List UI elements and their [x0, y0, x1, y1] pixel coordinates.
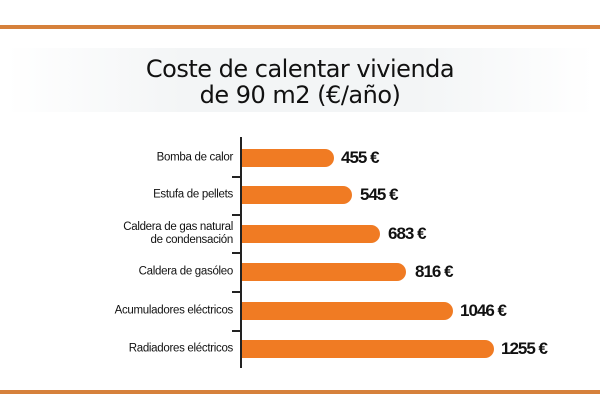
title-box: Coste de calentar vivienda de 90 m2 (€/a… [6, 48, 594, 112]
bottom-rule [0, 390, 600, 394]
value-label: 816 € [415, 262, 454, 281]
bar-row: Acumuladores eléctricos 1046 € [0, 301, 600, 320]
category-label: Bomba de calor [156, 151, 234, 164]
value-label: 1255 € [501, 339, 548, 358]
bar [242, 302, 453, 320]
y-axis-tick [232, 330, 241, 332]
category-label-line-2: de condensación [150, 234, 234, 246]
bar [242, 340, 494, 358]
y-axis-tick [232, 291, 241, 293]
bar-row: Bomba de calor 455 € [0, 148, 600, 167]
y-axis-tick [232, 176, 241, 178]
y-axis-tick [232, 214, 241, 216]
chart-title-line-2: de 90 m2 (€/año) [199, 81, 401, 109]
top-rule [0, 25, 600, 29]
chart-title: Coste de calentar vivienda de 90 m2 (€/a… [6, 48, 594, 108]
bar-row: Caldera de gasóleo 816 € [0, 262, 600, 281]
value-label: 1046 € [460, 301, 507, 320]
bar-row: Caldera de gas natural de condensación 6… [0, 221, 600, 246]
bar [242, 225, 380, 243]
category-label: Radiadores eléctricos [128, 342, 234, 355]
category-label: Caldera de gas natural de condensación [123, 221, 233, 247]
value-label: 683 € [388, 224, 427, 243]
bar [242, 149, 334, 167]
y-axis-line [240, 137, 242, 368]
y-axis-tick [232, 252, 241, 254]
value-label: 455 € [341, 148, 380, 167]
category-label-line-1: Caldera de gas natural [123, 221, 233, 233]
category-label: Estufa de pellets [153, 188, 233, 201]
bar [242, 186, 352, 204]
bar-row: Radiadores eléctricos 1255 € [0, 339, 600, 358]
bar [242, 263, 406, 281]
category-label: Acumuladores eléctricos [114, 304, 234, 317]
value-label: 545 € [360, 185, 399, 204]
category-label: Caldera de gasóleo [138, 265, 234, 278]
chart-title-line-1: Coste de calentar vivienda [145, 55, 455, 83]
bar-row: Estufa de pellets 545 € [0, 185, 600, 204]
